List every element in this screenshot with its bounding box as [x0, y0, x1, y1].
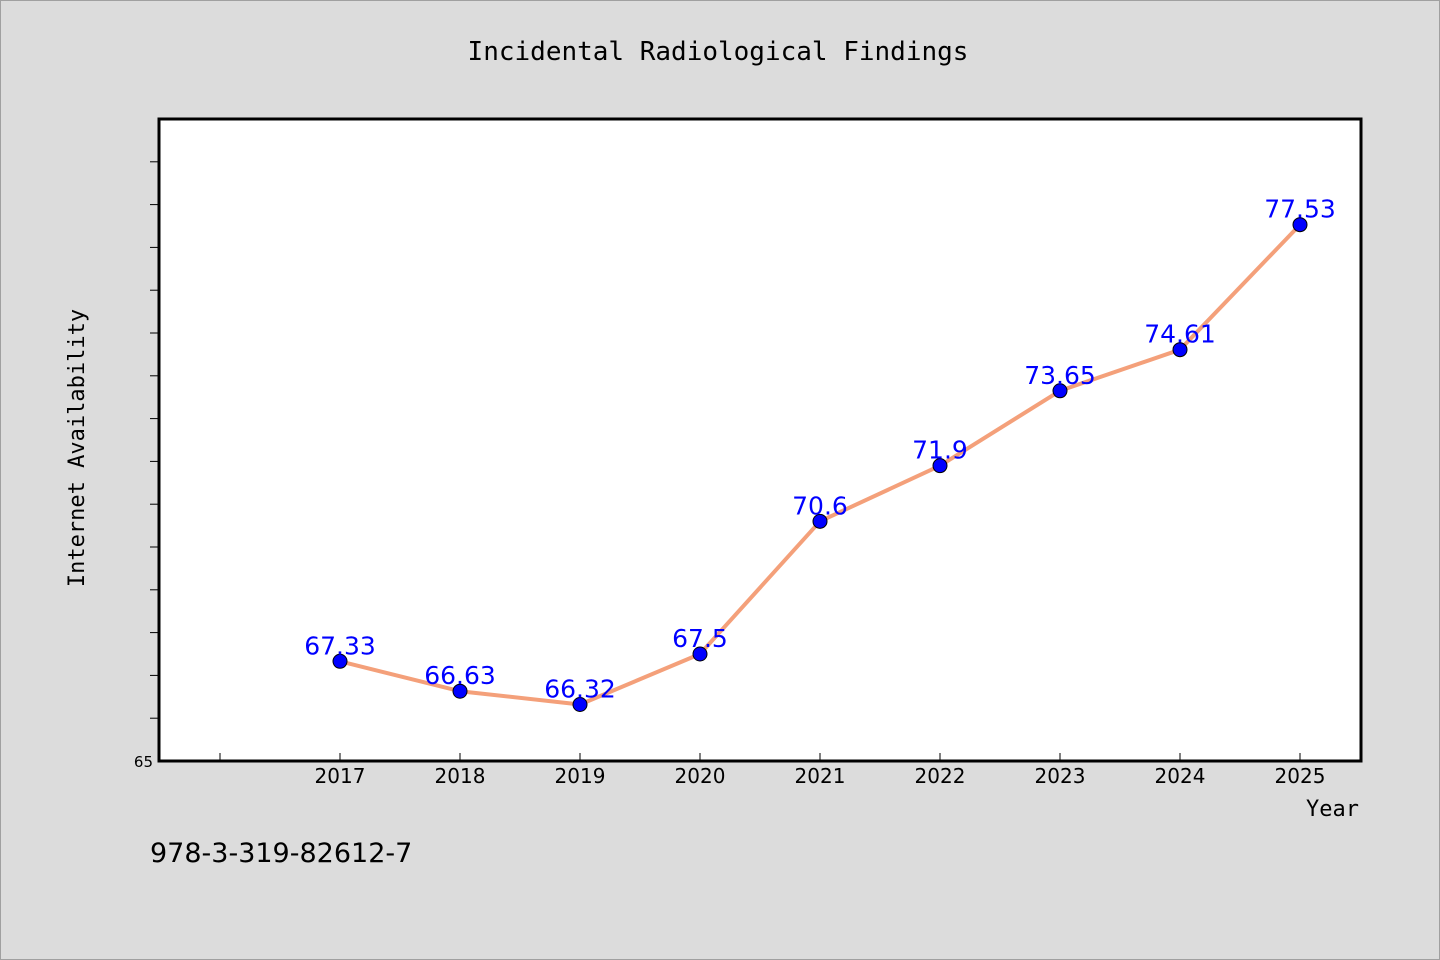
data-label: 70.6 [792, 491, 848, 520]
markers-group [332, 217, 1308, 713]
data-labels-group: 67.33 66.63 66.32 67.5 70.6 71.9 73.65 74.61 77.… [304, 195, 1336, 704]
data-label: 74.61 [1144, 320, 1216, 349]
data-point [692, 646, 708, 662]
data-label: 67.5 [672, 624, 728, 653]
data-label: 66.63 [424, 661, 496, 690]
x-tick-label: 2020 [675, 764, 726, 788]
data-point [1172, 342, 1188, 358]
data-label: 71.9 [912, 436, 968, 465]
plot-area [157, 117, 1363, 763]
x-tick-label: 2021 [795, 764, 846, 788]
data-label: 66.32 [544, 675, 616, 704]
data-point [572, 697, 588, 713]
data-point [812, 513, 828, 529]
x-tick-label: 2025 [1275, 764, 1326, 788]
data-point [932, 458, 948, 474]
data-point [1292, 217, 1308, 233]
footnote: 978-3-319-82612-7 [150, 838, 412, 869]
data-point [332, 653, 348, 669]
y-axis-label: Internet Availability [65, 309, 90, 587]
data-point [452, 683, 468, 699]
x-tick-label: 2022 [915, 764, 966, 788]
x-tick-label: 2019 [555, 764, 606, 788]
x-tick-label: 2018 [435, 764, 486, 788]
x-axis-label: Year [1306, 797, 1359, 822]
data-point [1052, 383, 1068, 399]
x-tick-label: 2017 [315, 764, 366, 788]
x-axis: 2017 2018 2019 2020 2021 2022 2023 2024 2025 [219, 753, 1326, 788]
x-tick-label: 2024 [1155, 764, 1206, 788]
chart-title: Incidental Radiological Findings [468, 37, 969, 67]
y-tick-label: 65 [134, 753, 153, 771]
data-label: 73.65 [1024, 361, 1096, 390]
x-tick-label: 2023 [1035, 764, 1086, 788]
y-axis: 65 [134, 161, 159, 771]
data-label: 77.53 [1264, 195, 1336, 224]
data-label: 67.33 [304, 631, 376, 660]
